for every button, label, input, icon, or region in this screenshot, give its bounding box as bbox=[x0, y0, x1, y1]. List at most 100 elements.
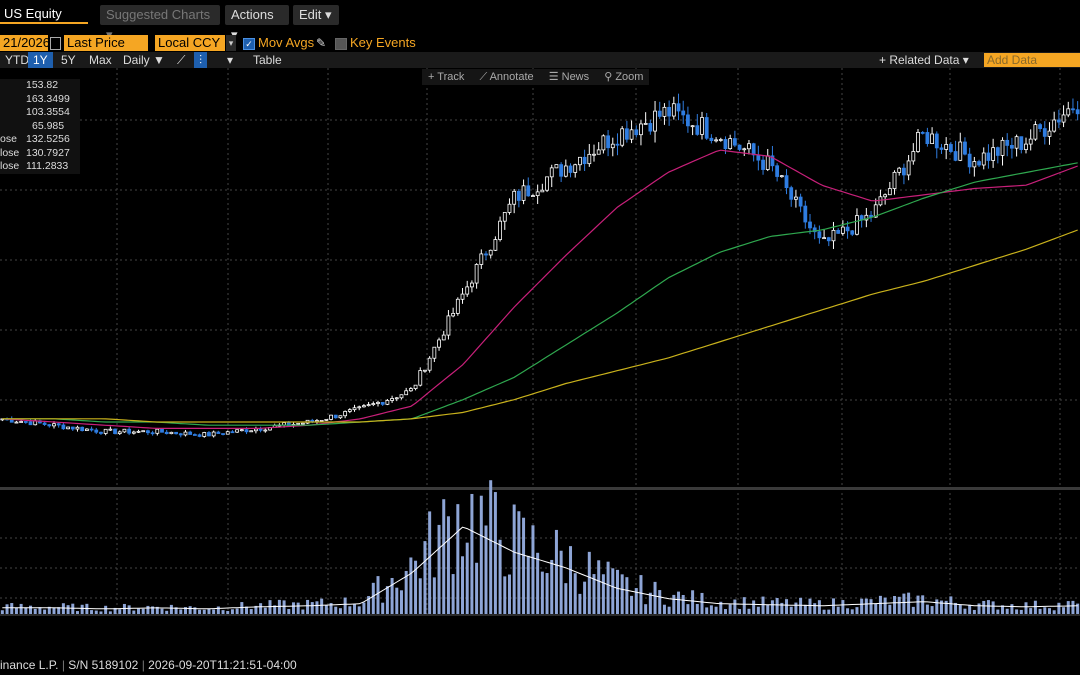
volume-bar bbox=[446, 516, 450, 614]
range-5y[interactable]: 5Y bbox=[61, 53, 76, 67]
table-button[interactable]: Table bbox=[253, 53, 282, 67]
candle-body bbox=[160, 428, 164, 433]
frequency-select[interactable]: Daily ▼ bbox=[118, 52, 170, 68]
price-chart[interactable]: NovDecJanFebMarAprMayJunJulAug2025202607… bbox=[0, 68, 1080, 630]
candle-body bbox=[601, 135, 606, 151]
volume-bar bbox=[742, 597, 746, 614]
volume-bar bbox=[982, 600, 986, 614]
candle-body bbox=[587, 153, 592, 165]
candle-body bbox=[1056, 119, 1061, 123]
chevron-down-icon[interactable]: ▾ bbox=[226, 35, 236, 51]
volume-bar bbox=[503, 576, 507, 614]
volume-bar bbox=[240, 602, 244, 614]
candle-body bbox=[657, 110, 662, 117]
candle-body bbox=[963, 141, 967, 155]
volume-bar bbox=[277, 599, 281, 614]
volume-bar bbox=[653, 581, 657, 614]
candle-body bbox=[812, 227, 817, 233]
candle-body bbox=[117, 431, 122, 434]
volume-bar bbox=[681, 594, 685, 614]
volume-bar bbox=[559, 550, 563, 614]
line-chart-icon[interactable]: ⟋ bbox=[177, 53, 186, 67]
volume-bar bbox=[296, 602, 300, 614]
volume-bar bbox=[66, 605, 70, 614]
volume-bar bbox=[789, 606, 793, 614]
volume-bar bbox=[827, 609, 831, 614]
edit-button[interactable]: Edit ▾ bbox=[293, 5, 339, 25]
suggested-charts-button[interactable]: Suggested Charts ▾ bbox=[100, 5, 220, 42]
key-events-checkbox[interactable] bbox=[335, 38, 347, 50]
volume-bar bbox=[972, 609, 976, 614]
candle-body bbox=[61, 424, 66, 430]
candle-body bbox=[756, 154, 761, 161]
candle-body bbox=[784, 175, 789, 189]
ticker-field[interactable]: US Equity bbox=[0, 4, 88, 24]
volume-bar bbox=[423, 541, 427, 614]
candle-body bbox=[789, 187, 794, 200]
chevron-down-icon: ▼ bbox=[153, 53, 165, 67]
volume-bar bbox=[841, 600, 845, 614]
volume-bar bbox=[949, 596, 953, 614]
volume-bar bbox=[381, 602, 385, 614]
candle-body bbox=[66, 426, 70, 430]
candle-body bbox=[146, 430, 150, 434]
track-tool[interactable]: + Track bbox=[422, 69, 470, 85]
volume-bar bbox=[207, 608, 211, 614]
pencil-icon[interactable]: ✎ bbox=[316, 36, 327, 50]
date-field[interactable]: 21/2026 bbox=[0, 35, 50, 51]
volume-bar bbox=[437, 524, 441, 614]
volume-bar bbox=[188, 606, 192, 614]
candle-body bbox=[986, 152, 991, 161]
volume-bar bbox=[273, 605, 277, 614]
volume-bar bbox=[733, 599, 737, 614]
price-field-select[interactable]: Last Price bbox=[64, 35, 148, 51]
candle-body bbox=[56, 423, 61, 426]
candle-body bbox=[460, 293, 465, 300]
volume-bar bbox=[409, 557, 413, 614]
related-data-button[interactable]: + Related Data ▾ bbox=[874, 52, 974, 68]
add-data-input[interactable]: Add Data bbox=[984, 53, 1080, 67]
candle-body bbox=[408, 388, 413, 392]
candle-body bbox=[14, 421, 19, 424]
candle-body bbox=[840, 226, 845, 234]
candle-body bbox=[690, 125, 695, 128]
volume-bar bbox=[601, 574, 605, 614]
candle-body bbox=[1066, 108, 1071, 116]
volume-bar bbox=[907, 592, 911, 614]
candlestick-icon[interactable]: ⫶ bbox=[194, 52, 208, 68]
volume-bar bbox=[484, 525, 488, 614]
range-max[interactable]: Max bbox=[89, 53, 112, 67]
candle-body bbox=[479, 253, 484, 265]
candle-body bbox=[995, 147, 1000, 156]
volume-bar bbox=[540, 571, 544, 614]
volume-bar bbox=[465, 542, 469, 614]
volume-bar bbox=[578, 593, 582, 614]
news-tool[interactable]: ☰ News bbox=[543, 69, 595, 85]
range-ytd[interactable]: YTD bbox=[5, 53, 29, 67]
currency-select[interactable]: Local CCY bbox=[155, 35, 225, 51]
candle-body bbox=[794, 196, 798, 200]
chevron-down-icon: ▾ bbox=[231, 27, 238, 42]
volume-bar bbox=[709, 605, 713, 614]
volume-bar bbox=[479, 495, 483, 614]
volume-bar bbox=[254, 605, 258, 614]
actions-button[interactable]: Actions ▾ bbox=[225, 5, 289, 42]
volume-bar bbox=[456, 504, 460, 614]
volume-bar bbox=[193, 607, 197, 614]
volume-bar bbox=[916, 595, 920, 614]
volume-bar bbox=[390, 577, 394, 614]
chart-tools: + Track ⟋ Annotate ☰ News ⚲ Zoom bbox=[422, 69, 650, 85]
volume-bar bbox=[399, 590, 403, 614]
annotate-tool[interactable]: ⟋ Annotate bbox=[473, 69, 539, 85]
chevron-down-icon[interactable]: ▾ bbox=[227, 53, 234, 67]
mov-avgs-checkbox[interactable]: ✓ bbox=[243, 38, 255, 50]
range-1y[interactable]: 1Y bbox=[28, 52, 53, 68]
calendar-icon[interactable] bbox=[50, 37, 61, 50]
zoom-tool[interactable]: ⚲ Zoom bbox=[598, 69, 649, 85]
volume-bar bbox=[630, 595, 634, 614]
volume-bar bbox=[1005, 608, 1009, 614]
volume-bar bbox=[869, 599, 873, 614]
volume-bar bbox=[860, 598, 864, 614]
candle-body bbox=[671, 103, 676, 117]
candle-body bbox=[216, 431, 221, 434]
